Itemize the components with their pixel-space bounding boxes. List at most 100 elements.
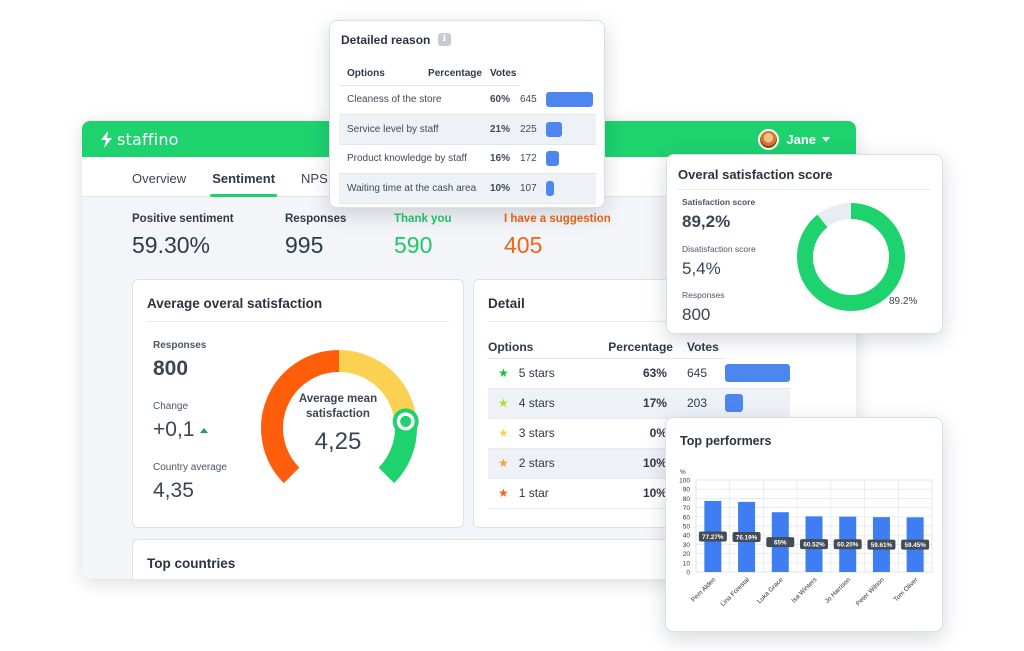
card-title: Detailed reason	[341, 33, 431, 47]
arrow-up-icon	[200, 427, 209, 433]
column-header: Options	[488, 336, 609, 359]
stat-value: 995	[285, 232, 324, 258]
bar-cell	[545, 173, 596, 204]
metric-value: 4,35	[153, 479, 194, 502]
metric-value: +0,1	[153, 418, 195, 441]
option-label: Waiting time at the cash area	[339, 173, 490, 204]
detailed-reason-popup: Detailed reason i Options Percentage Vot…	[329, 20, 605, 208]
bar-cell	[725, 388, 790, 419]
option-votes: 645	[519, 85, 546, 115]
table-row: ★ 5 stars 63% 645	[488, 358, 790, 389]
avatar	[758, 129, 780, 150]
metric-value: 800	[153, 357, 189, 380]
column-header: Votes	[489, 63, 520, 86]
responses-metric: Responses 800	[682, 290, 725, 325]
card-title: Average overal satisfaction	[147, 296, 323, 311]
metric-value: 800	[682, 305, 711, 324]
x-tick-label: Isa Winters	[790, 576, 818, 604]
data-label: 60.52%	[803, 541, 825, 548]
star-icon: ★	[488, 358, 519, 389]
stat-value: 405	[504, 232, 543, 258]
card-title: Top countries	[147, 556, 236, 571]
y-axis-label: %	[680, 469, 686, 476]
data-label: 60.20%	[837, 542, 859, 549]
votes-bar	[545, 151, 559, 167]
option-label: 4 stars	[518, 388, 609, 419]
staffino-logo[interactable]: staffino	[100, 130, 179, 149]
y-tick-label: 50	[683, 524, 691, 531]
option-label: 1 star	[518, 478, 609, 509]
divider	[147, 321, 449, 322]
tab-nps[interactable]: NPS	[301, 171, 328, 186]
star-icon: ★	[488, 478, 519, 509]
card-title: Top performers	[680, 434, 772, 448]
satisfaction-donut	[797, 203, 905, 311]
stat-suggestion: I have a suggestion 405	[504, 213, 634, 259]
option-percent: 63%	[608, 358, 687, 389]
chevron-down-icon	[822, 137, 830, 142]
option-percent: 60%	[489, 85, 520, 115]
divider	[678, 189, 931, 190]
data-label-bg	[766, 537, 795, 548]
stat-positive-sentiment: Positive sentiment 59.30%	[132, 213, 285, 259]
stat-label: Thank you	[394, 213, 452, 225]
option-label: 3 stars	[518, 418, 609, 449]
option-percent: 16%	[489, 144, 520, 174]
x-tick-label: Pem Alden	[690, 576, 717, 603]
data-label: 77.27%	[702, 534, 724, 541]
y-tick-label: 0	[686, 570, 690, 577]
option-votes: 107	[519, 173, 546, 204]
x-tick-label: Lina Forestal	[719, 576, 751, 608]
data-label-bg	[833, 539, 862, 550]
column-header: Percentage	[423, 63, 490, 86]
column-header: Options	[339, 63, 424, 86]
data-label-bg	[732, 531, 761, 542]
y-tick-label: 40	[683, 533, 691, 540]
card-title: Overal satisfaction score	[678, 167, 833, 182]
option-label: Product knowledge by staff	[339, 144, 490, 174]
metric-label: Satisfaction score	[682, 197, 756, 207]
y-tick-label: 70	[683, 505, 691, 512]
stat-value: 59.30%	[132, 232, 211, 258]
metric-label: Country average	[153, 462, 227, 473]
tab-overview[interactable]: Overview	[132, 171, 187, 186]
y-tick-label: 10	[683, 560, 691, 567]
user-name: Jane	[786, 132, 816, 147]
table-row: Cleaness of the store 60% 645	[339, 85, 596, 115]
user-menu[interactable]: Jane	[758, 129, 830, 150]
bar-cell	[545, 114, 596, 145]
table-row: Service level by staff 21% 225	[339, 114, 596, 145]
metric-label: Disatisfaction score	[682, 244, 756, 254]
average-satisfaction-card: Average overal satisfaction Responses 80…	[132, 279, 464, 528]
option-label: Service level by staff	[339, 114, 490, 145]
option-votes: 225	[519, 114, 546, 145]
table-row: ★ 4 stars 17% 203	[488, 388, 790, 419]
bar-cell	[725, 358, 790, 389]
x-tick-label: Peter Wilson	[855, 576, 886, 607]
table-header: Options Percentage Votes	[339, 63, 596, 86]
votes-bar	[545, 121, 562, 137]
info-icon[interactable]: i	[438, 33, 451, 46]
metric-value: 5,4%	[682, 259, 721, 278]
star-icon: ★	[488, 418, 519, 449]
overall-satisfaction-popup: Overal satisfaction score Satisfaction s…	[666, 154, 943, 334]
gauge-segment-low	[261, 350, 340, 484]
gauge-center: Average mean satisfaction 4,25	[283, 392, 393, 456]
option-votes: 645	[686, 358, 725, 389]
metric-label: Responses	[682, 290, 725, 300]
option-votes: 172	[519, 144, 546, 174]
star-icon: ★	[488, 388, 519, 419]
option-label: 5 stars	[518, 358, 609, 389]
tab-sentiment[interactable]: Sentiment	[210, 171, 277, 197]
votes-bar	[725, 363, 790, 382]
satisfaction-score-metric: Satisfaction score 89,2%	[682, 197, 755, 232]
metric-value: 89,2%	[682, 212, 731, 231]
top-performers-chart: % 0 10 20 30 40 50 60 70 80 90 100 77.27% Pem Alden 76…	[679, 469, 933, 608]
table-row: Waiting time at the cash area 10% 107	[339, 173, 596, 204]
stat-label: Responses	[285, 213, 347, 225]
top-performers-popup: Top performers % 0 10 20 30 40 50 60 70 80 90 100 77…	[665, 417, 943, 632]
data-label: 76.19%	[736, 534, 758, 541]
country-average-metric: Country average 4,35	[153, 462, 227, 503]
stat-responses: Responses 995	[285, 213, 394, 259]
votes-bar	[545, 92, 593, 107]
